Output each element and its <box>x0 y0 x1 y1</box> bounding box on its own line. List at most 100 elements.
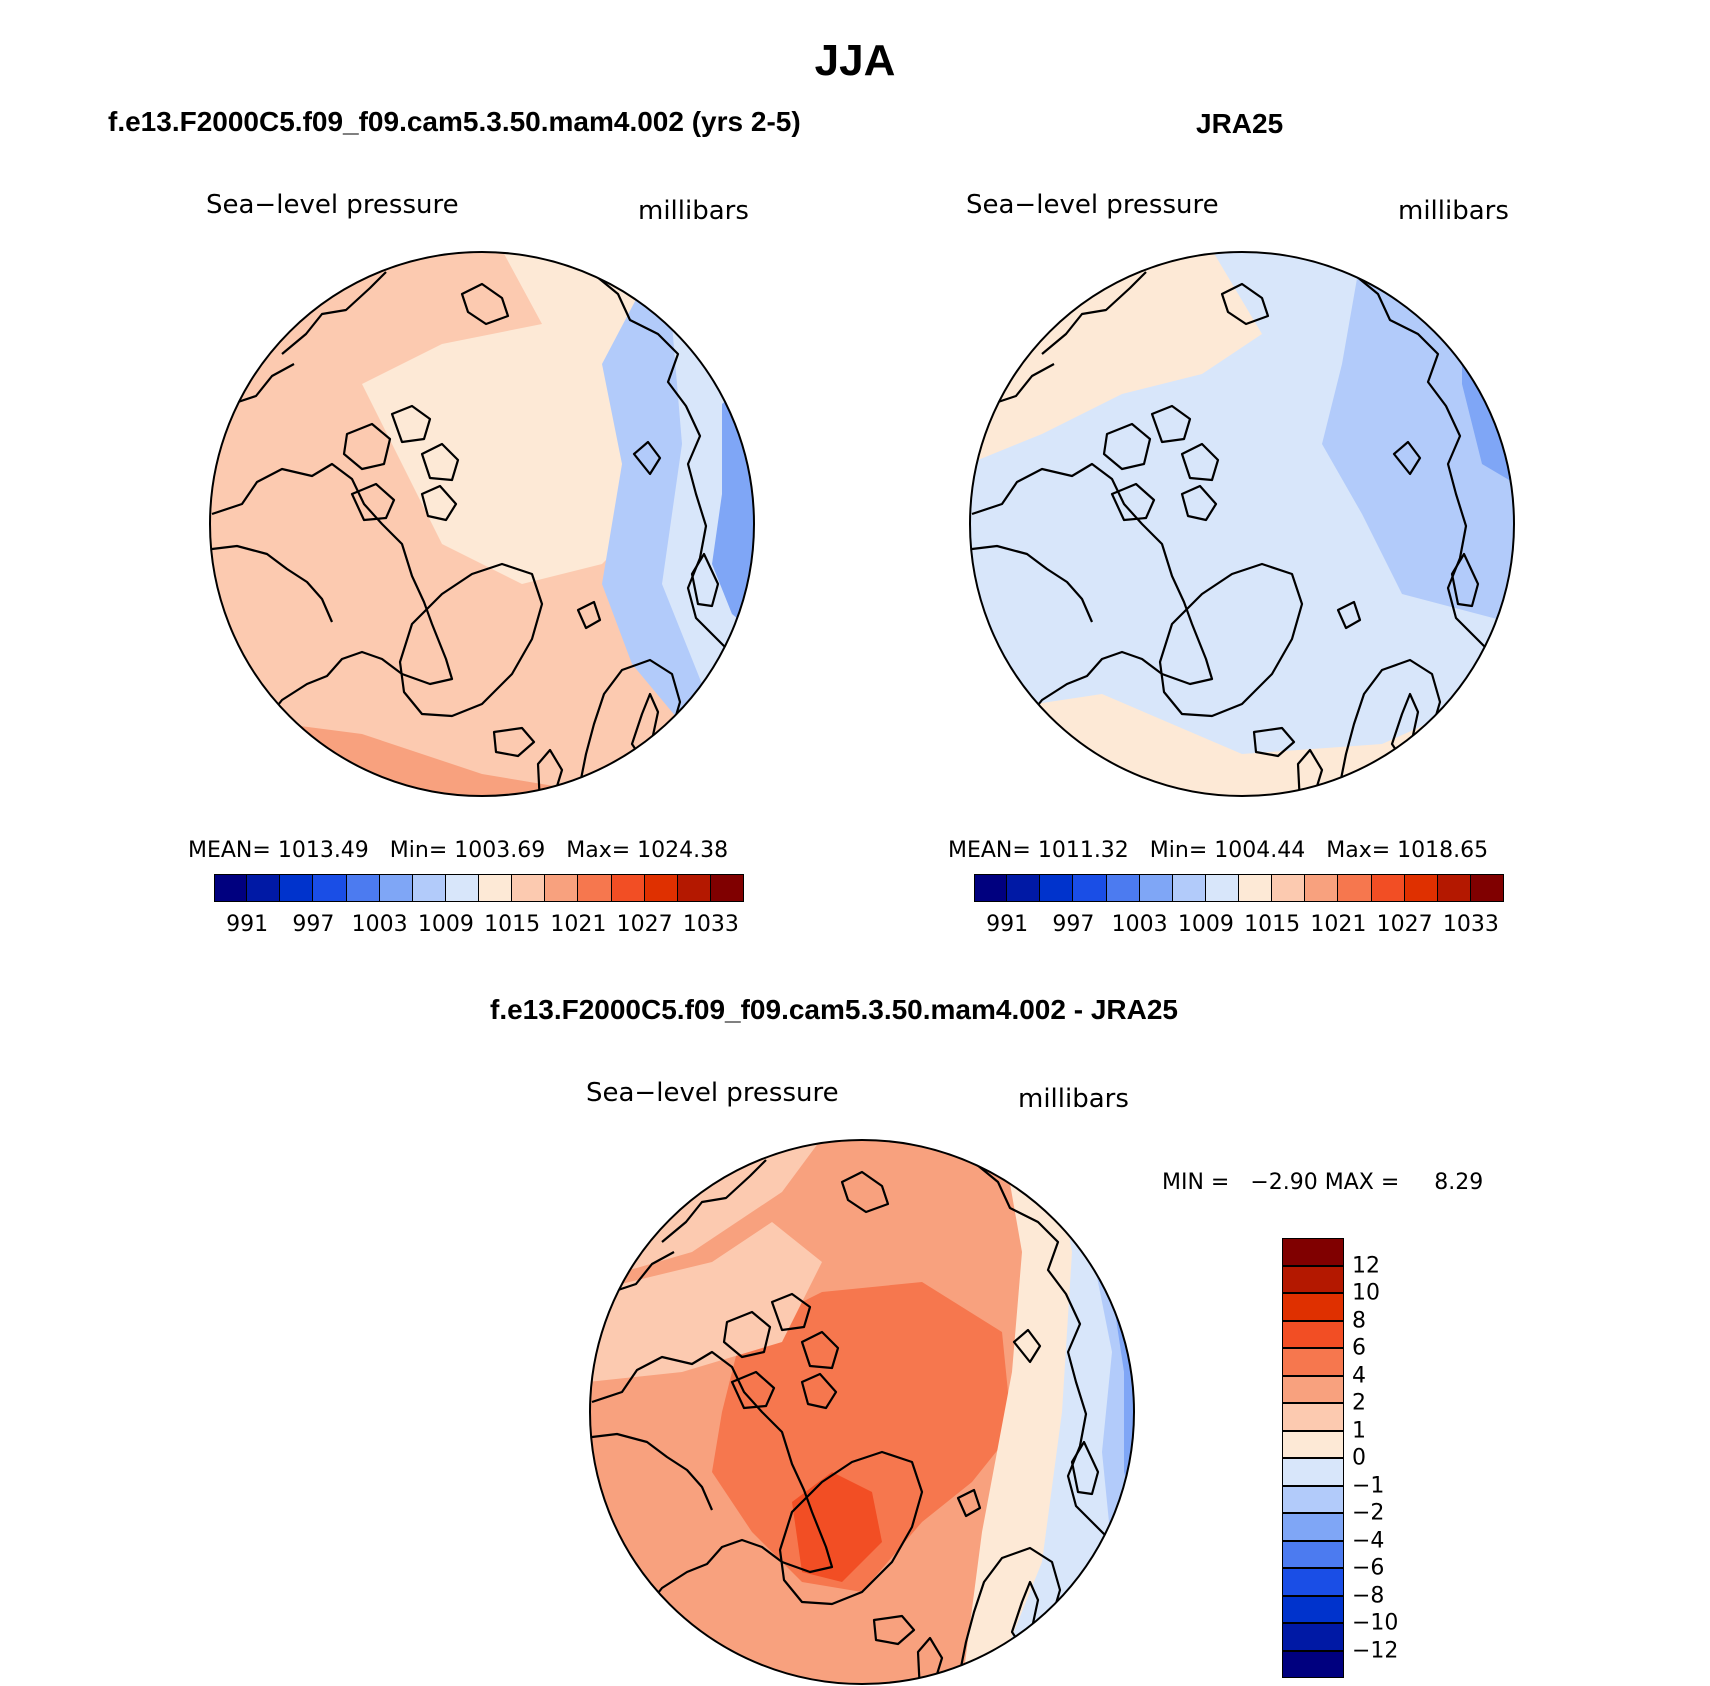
colorbar-tick-label: −12 <box>1352 1638 1399 1663</box>
colorbar-swatch <box>1282 1348 1344 1376</box>
model-min-value: 1003.69 <box>454 838 546 863</box>
colorbar-swatch <box>710 874 744 902</box>
model-colorbar-ticks: 991 997 1003 1009 1015 1021 1027 1033 <box>214 912 744 942</box>
colorbar-tick-label: 8 <box>1352 1308 1366 1333</box>
model-mean-label: MEAN= <box>188 838 271 863</box>
diff-max-label: MAX = <box>1324 1170 1400 1195</box>
colorbar-swatch <box>1282 1650 1344 1678</box>
colorbar-swatch <box>1282 1458 1344 1486</box>
diff-right-label: millibars <box>1018 1084 1129 1114</box>
colorbar-tick-label: 1027 <box>616 912 673 937</box>
obs-max-label: Max= <box>1326 838 1391 863</box>
colorbar-swatch <box>644 874 678 902</box>
colorbar-swatch <box>1172 874 1206 902</box>
colorbar-swatch <box>1139 874 1173 902</box>
colorbar-swatch <box>1282 1485 1344 1513</box>
colorbar-swatch <box>1239 874 1273 902</box>
colorbar-tick-label: −2 <box>1352 1500 1385 1526</box>
colorbar-tick-label: 997 <box>292 912 335 937</box>
obs-min-label: Min= <box>1149 838 1208 863</box>
obs-min-value: 1004.44 <box>1214 838 1306 863</box>
colorbar-swatch <box>1282 1568 1344 1596</box>
obs-polar-map <box>969 251 1515 797</box>
colorbar-swatch <box>214 874 248 902</box>
colorbar-swatch <box>1282 1320 1344 1348</box>
colorbar-swatch <box>445 874 479 902</box>
colorbar-tick-label: 12 <box>1352 1253 1380 1278</box>
colorbar-tick-label: 1027 <box>1376 912 1433 937</box>
colorbar-swatch <box>479 874 513 902</box>
model-min-label: Min= <box>389 838 448 863</box>
colorbar-swatch <box>1106 874 1140 902</box>
colorbar-tick-label: 991 <box>226 912 269 937</box>
diff-colorbar <box>1282 1238 1344 1678</box>
colorbar-swatch <box>578 874 612 902</box>
colorbar-tick-label: 10 <box>1352 1280 1380 1306</box>
colorbar-tick-label: −6 <box>1352 1555 1385 1581</box>
colorbar-swatch <box>1007 874 1041 902</box>
colorbar-swatch <box>1282 1623 1344 1651</box>
colorbar-tick-label: 1033 <box>682 912 739 937</box>
colorbar-swatch <box>1282 1595 1344 1623</box>
colorbar-tick-label: 997 <box>1052 912 1095 937</box>
colorbar-swatch <box>677 874 711 902</box>
contour-region-6-8 <box>792 1472 882 1582</box>
colorbar-swatch <box>280 874 314 902</box>
colorbar-swatch <box>1040 874 1074 902</box>
colorbar-swatch <box>346 874 380 902</box>
colorbar-tick-label: −4 <box>1352 1528 1385 1553</box>
model-left-label: Sea−level pressure <box>206 190 459 220</box>
colorbar-swatch <box>1272 874 1306 902</box>
colorbar-swatch <box>1371 874 1405 902</box>
obs-panel-title: JRA25 <box>1196 108 1284 139</box>
colorbar-tick-label: 0 <box>1352 1445 1366 1471</box>
colorbar-swatch <box>1282 1403 1344 1431</box>
colorbar-tick-label: −1 <box>1352 1473 1385 1498</box>
diff-min-value: −2.90 <box>1250 1170 1318 1195</box>
colorbar-tick-label: 1009 <box>1177 912 1234 937</box>
colorbar-tick-label: 1 <box>1352 1418 1366 1443</box>
colorbar-tick-label: 1021 <box>550 912 607 937</box>
model-max-label: Max= <box>566 838 631 863</box>
colorbar-swatch <box>545 874 579 902</box>
colorbar-swatch <box>412 874 446 902</box>
colorbar-tick-label: 1033 <box>1442 912 1499 937</box>
colorbar-tick-label: −8 <box>1352 1583 1385 1608</box>
colorbar-tick-label: 4 <box>1352 1363 1366 1388</box>
colorbar-swatch <box>1282 1265 1344 1293</box>
diff-polar-map <box>589 1139 1135 1685</box>
colorbar-swatch <box>1437 874 1471 902</box>
obs-left-label: Sea−level pressure <box>966 190 1219 220</box>
colorbar-swatch <box>1404 874 1438 902</box>
colorbar-tick-label: −10 <box>1352 1610 1399 1636</box>
colorbar-tick-label: 1021 <box>1310 912 1367 937</box>
model-stats: MEAN= 1013.49 Min= 1003.69 Max= 1024.38 <box>188 838 728 863</box>
colorbar-swatch <box>1470 874 1504 902</box>
diff-stats: MIN = −2.90 MAX = 8.29 <box>1162 1170 1483 1195</box>
colorbar-swatch <box>611 874 645 902</box>
model-polar-map <box>209 251 755 797</box>
colorbar-swatch <box>1205 874 1239 902</box>
colorbar-tick-label: 1015 <box>1244 912 1301 937</box>
colorbar-swatch <box>1305 874 1339 902</box>
colorbar-tick-label: 6 <box>1352 1335 1366 1361</box>
colorbar-tick-label: 991 <box>986 912 1029 937</box>
colorbar-swatch <box>512 874 546 902</box>
model-colorbar <box>214 874 744 902</box>
colorbar-swatch <box>1282 1430 1344 1458</box>
obs-colorbar <box>974 874 1504 902</box>
model-right-label: millibars <box>638 196 749 226</box>
colorbar-swatch <box>1073 874 1107 902</box>
contour-region-4-6 <box>712 1282 1012 1592</box>
model-max-value: 1024.38 <box>637 838 729 863</box>
obs-stats: MEAN= 1011.32 Min= 1004.44 Max= 1018.65 <box>948 838 1488 863</box>
diff-min-label: MIN = <box>1162 1170 1230 1195</box>
obs-right-label: millibars <box>1398 196 1509 226</box>
diff-max-value: 8.29 <box>1434 1170 1484 1195</box>
colorbar-swatch <box>379 874 413 902</box>
obs-mean-value: 1011.32 <box>1037 838 1129 863</box>
colorbar-swatch <box>1282 1540 1344 1568</box>
contour-region-1015-1018 <box>210 252 754 796</box>
colorbar-swatch <box>1338 874 1372 902</box>
colorbar-tick-label: 2 <box>1352 1390 1366 1416</box>
